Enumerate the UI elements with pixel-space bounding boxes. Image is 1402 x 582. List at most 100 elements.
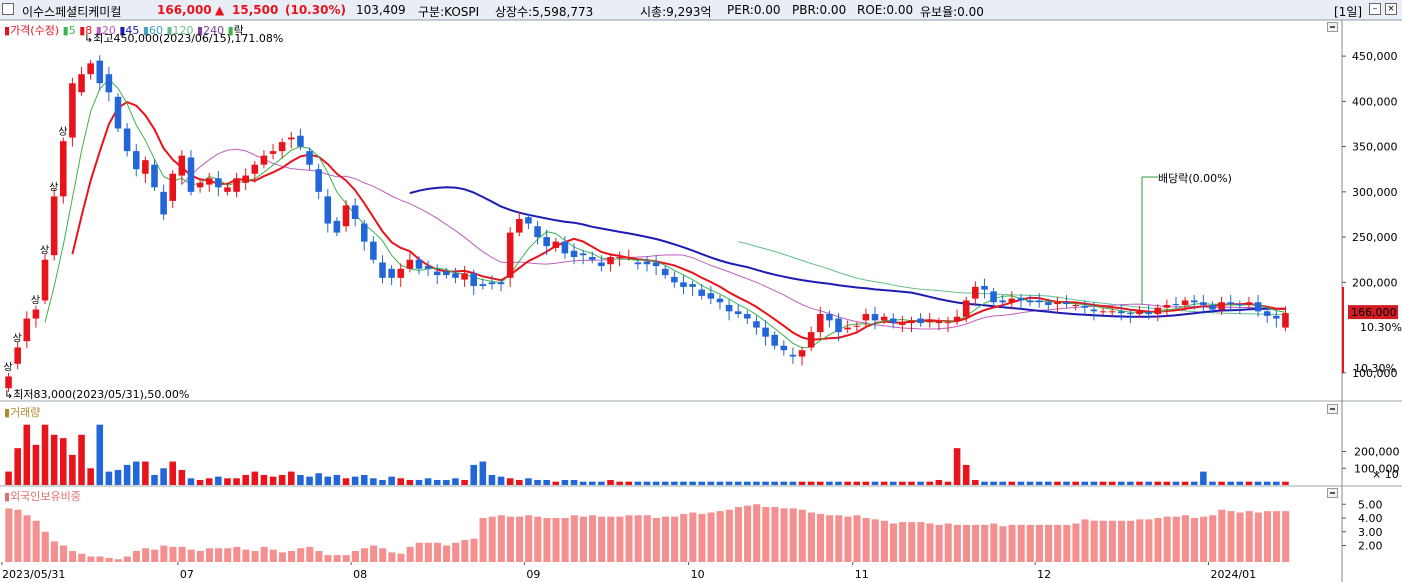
candle-body bbox=[1236, 304, 1244, 306]
volume-bar bbox=[780, 481, 788, 485]
foreign-bar bbox=[1063, 524, 1071, 562]
foreign-bar bbox=[1236, 512, 1244, 562]
foreign-bar bbox=[169, 546, 177, 562]
candle-body bbox=[379, 262, 386, 278]
foreign-title-text: 외국인보유비중 bbox=[10, 490, 81, 503]
foreign-bar bbox=[570, 515, 578, 562]
foreign-panel-collapse-button[interactable] bbox=[1327, 488, 1338, 498]
candle-body bbox=[69, 83, 76, 138]
volume-bar bbox=[1273, 481, 1280, 485]
title-bar: 이수스페셜티케미컬 166,000 ▲ 15,500 (10.30%) 103,… bbox=[0, 0, 1402, 20]
panel-border bbox=[0, 20, 1402, 21]
price-change: 15,500 bbox=[232, 3, 279, 17]
foreign-bar bbox=[269, 549, 277, 562]
candle-body bbox=[497, 282, 505, 285]
volume-bar bbox=[1181, 481, 1189, 485]
ma-line-8 bbox=[71, 100, 1286, 341]
foreign-bar bbox=[96, 556, 104, 562]
volume-panel-collapse-button[interactable] bbox=[1327, 404, 1338, 414]
volume-bar bbox=[981, 481, 988, 485]
volume-bar bbox=[534, 479, 541, 485]
foreign-bar bbox=[661, 516, 670, 562]
last-pct-label: 10.30% bbox=[1360, 321, 1402, 334]
candle-body bbox=[561, 241, 569, 254]
foreign-bar bbox=[552, 518, 560, 562]
volume-bar bbox=[862, 481, 870, 485]
foreign-bar bbox=[534, 516, 542, 562]
volume-bar bbox=[5, 471, 12, 485]
minimize-icon[interactable]: – bbox=[1369, 3, 1381, 15]
volume-bar bbox=[187, 478, 195, 485]
volume-bar bbox=[1035, 481, 1043, 485]
candle-body bbox=[215, 178, 222, 188]
price-legend: ▮가격(수정) ▮5 ▮8 ▮20 ▮45 ▮60 ▮120 ▮240 ▮락 bbox=[4, 24, 244, 37]
candle-body bbox=[1045, 302, 1052, 305]
foreign-bar bbox=[753, 504, 761, 562]
foreign-bar bbox=[579, 516, 587, 562]
candle-body bbox=[1209, 304, 1216, 310]
foreign-bar bbox=[415, 542, 423, 562]
limit-up-marker: 상 bbox=[40, 245, 49, 257]
volume-bar bbox=[470, 464, 477, 485]
period-selector[interactable]: [1일] bbox=[1334, 5, 1363, 19]
foreign-bar bbox=[87, 556, 95, 562]
volume-bar bbox=[944, 481, 952, 485]
limit-up-marker: 상 bbox=[31, 295, 40, 307]
volume-bar bbox=[1263, 481, 1271, 485]
volume-bar bbox=[1254, 481, 1262, 485]
volume-bar bbox=[853, 481, 861, 485]
candle-body bbox=[1099, 311, 1107, 313]
foreign-bar bbox=[306, 546, 314, 562]
foreign-bar bbox=[643, 515, 651, 562]
volume-bar bbox=[461, 479, 468, 485]
volume-bar bbox=[1090, 481, 1098, 485]
candle-body bbox=[269, 151, 277, 154]
volume-bar bbox=[306, 476, 313, 485]
volume-bar bbox=[60, 438, 67, 485]
last-price-box bbox=[1348, 305, 1398, 320]
foreign-bar bbox=[388, 552, 396, 562]
foreign-bar bbox=[862, 518, 870, 562]
listed-shares: 상장수:5,598,773 bbox=[495, 5, 594, 19]
foreign-bar bbox=[1227, 511, 1235, 562]
candle-body bbox=[588, 257, 596, 260]
volume-bar bbox=[661, 481, 669, 485]
foreign-bar bbox=[1172, 516, 1180, 562]
close-icon[interactable]: × bbox=[1385, 3, 1397, 15]
foreign-bar bbox=[233, 546, 241, 562]
candle-body bbox=[50, 196, 58, 256]
volume-bar bbox=[1172, 481, 1180, 485]
legend-ma60: 60 bbox=[148, 24, 163, 37]
candle-body bbox=[506, 232, 514, 278]
candle-body bbox=[698, 289, 706, 296]
volume-bar bbox=[205, 478, 213, 485]
volume-bar bbox=[397, 478, 405, 485]
per-value: PER:0.00 bbox=[727, 3, 781, 17]
foreign-bar bbox=[962, 524, 971, 562]
limit-up-marker: 상 bbox=[49, 181, 58, 193]
price-tick-label: 250,000 bbox=[1352, 231, 1398, 244]
volume-bar bbox=[1017, 481, 1025, 485]
candle-body bbox=[96, 60, 104, 84]
foreign-bar bbox=[41, 531, 49, 562]
stock-chart[interactable]: 450,000 400,000 350,000 300,000 250,000 200,0… bbox=[0, 20, 1402, 582]
candle-body bbox=[87, 63, 94, 75]
volume-bar bbox=[643, 481, 651, 485]
volume-bar bbox=[32, 444, 40, 485]
candle-body bbox=[634, 262, 642, 265]
volume-bar bbox=[78, 434, 85, 485]
window-menu-button[interactable] bbox=[2, 3, 14, 15]
foreign-bar bbox=[278, 552, 286, 562]
candle-body bbox=[516, 219, 523, 233]
volume-bar bbox=[497, 476, 505, 485]
volume-bar bbox=[315, 473, 322, 485]
volume-bar bbox=[1072, 481, 1079, 485]
foreign-bar bbox=[598, 516, 606, 562]
foreign-bar bbox=[351, 551, 359, 562]
foreign-bar bbox=[315, 551, 323, 562]
price-panel-collapse-button[interactable] bbox=[1327, 22, 1338, 32]
legend-ma45: 45 bbox=[125, 24, 140, 37]
foreign-bar bbox=[433, 542, 442, 562]
volume-bar bbox=[1063, 481, 1070, 485]
foreign-bar bbox=[798, 509, 806, 562]
